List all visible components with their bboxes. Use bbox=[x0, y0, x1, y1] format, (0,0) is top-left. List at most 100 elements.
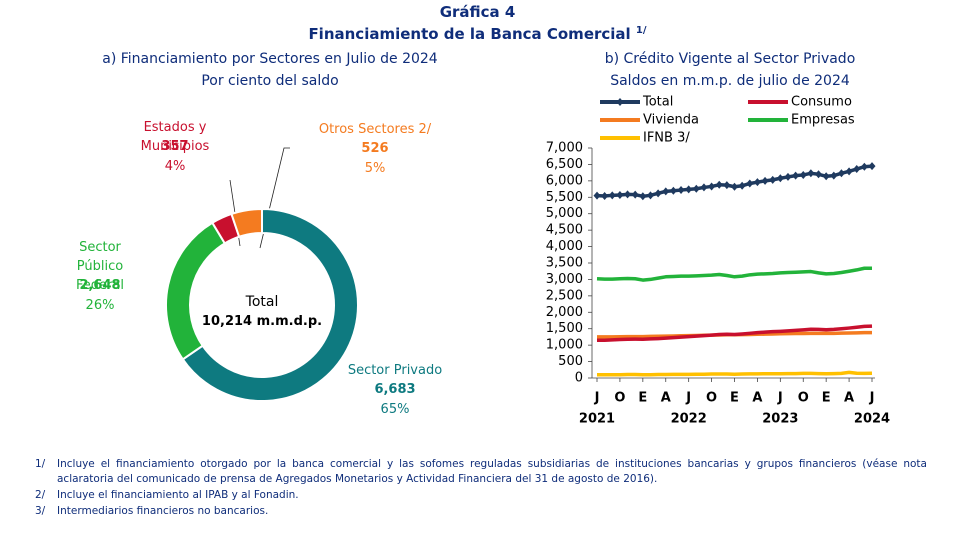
x-tick-label: A bbox=[661, 391, 671, 406]
point-marker bbox=[593, 191, 601, 200]
point-marker bbox=[669, 186, 677, 195]
x-tick-label: E bbox=[822, 391, 831, 406]
x-tick-label: E bbox=[730, 391, 739, 406]
legend-label: Consumo bbox=[791, 95, 852, 110]
y-tick-label: 500 bbox=[558, 354, 583, 369]
series-line bbox=[597, 370, 873, 377]
point-marker bbox=[639, 192, 647, 201]
series-line bbox=[596, 164, 873, 199]
year-label: 2022 bbox=[671, 412, 707, 427]
footnote-mark: 2/ bbox=[35, 489, 46, 501]
point-marker bbox=[860, 162, 868, 171]
slice-share: 65% bbox=[380, 402, 410, 417]
slice-value: 2,648 bbox=[79, 278, 121, 293]
point-marker bbox=[631, 190, 639, 199]
subtitle-text: Financiamiento de la Banca Comercial bbox=[308, 25, 631, 43]
point-marker bbox=[601, 191, 609, 200]
legend-label: IFNB 3/ bbox=[643, 131, 690, 146]
point-marker bbox=[662, 187, 670, 196]
footnote-mark: 3/ bbox=[35, 505, 46, 517]
point-marker bbox=[700, 183, 708, 192]
year-label: 2023 bbox=[762, 412, 798, 427]
x-tick-label: J bbox=[594, 391, 600, 406]
subtitle-note: 1/ bbox=[635, 25, 647, 36]
y-tick-label: 3,000 bbox=[546, 272, 583, 287]
y-tick-label: 2,500 bbox=[546, 288, 583, 303]
y-tick-label: 3,500 bbox=[546, 256, 583, 271]
point-marker bbox=[761, 176, 769, 185]
series-line bbox=[596, 266, 872, 282]
y-tick-label: 7,000 bbox=[546, 141, 583, 156]
point-marker bbox=[685, 185, 693, 194]
y-tick-label: 4,000 bbox=[546, 239, 583, 254]
slice-label: Sector Público Federal bbox=[76, 240, 124, 293]
y-tick-label: 5,000 bbox=[546, 206, 583, 221]
donut-slice bbox=[181, 207, 359, 402]
y-tick-label: 6,500 bbox=[546, 157, 583, 172]
y-tick-label: 0 bbox=[575, 371, 583, 386]
pie-subtitle: Por ciento del saldo bbox=[201, 73, 339, 89]
point-marker bbox=[845, 167, 853, 176]
y-tick-label: 1,000 bbox=[546, 338, 583, 353]
x-tick-label: J bbox=[777, 391, 783, 406]
legend-label: Vivienda bbox=[643, 113, 699, 128]
page-subtitle: Financiamiento de la Banca Comercial 1/ bbox=[0, 25, 955, 43]
point-marker bbox=[708, 182, 716, 191]
point-marker bbox=[608, 191, 616, 200]
slice-label: Otros Sectores 2/ bbox=[318, 122, 432, 137]
y-tick-label: 1,500 bbox=[546, 321, 583, 336]
footnote-text: Intermediarios financieros no bancarios. bbox=[57, 505, 269, 517]
x-tick-label: E bbox=[638, 391, 647, 406]
pie-title: a) Financiamiento por Sectores en Julio … bbox=[102, 51, 438, 67]
series-line bbox=[597, 324, 873, 342]
slice-label: Sector Privado bbox=[347, 363, 443, 378]
center-label: Total bbox=[245, 294, 279, 310]
point-marker bbox=[815, 170, 823, 179]
donut-slice bbox=[230, 207, 263, 239]
year-label: 2024 bbox=[854, 412, 890, 427]
point-marker bbox=[692, 184, 700, 193]
slice-share: 4% bbox=[164, 159, 186, 174]
point-marker bbox=[753, 178, 761, 187]
year-label: 2021 bbox=[579, 412, 615, 427]
point-marker bbox=[738, 181, 746, 190]
point-marker bbox=[799, 170, 807, 179]
footnote: 2/Incluye el financiamiento al IPAB y al… bbox=[35, 488, 935, 520]
page-title: Gráfica 4 bbox=[439, 3, 516, 21]
footnote-text: Incluye el financiamiento otorgado por l… bbox=[57, 458, 927, 485]
point-marker bbox=[746, 179, 754, 188]
point-marker bbox=[769, 175, 777, 184]
point-marker bbox=[837, 169, 845, 178]
slice-share: 5% bbox=[364, 161, 386, 176]
point-marker bbox=[723, 181, 731, 190]
point-marker bbox=[654, 189, 662, 198]
y-tick-label: 5,500 bbox=[546, 190, 583, 205]
point-marker bbox=[868, 162, 876, 171]
slice-share: 26% bbox=[85, 298, 115, 313]
point-marker bbox=[784, 172, 792, 181]
y-tick-label: 2,000 bbox=[546, 305, 583, 320]
y-tick-label: 6,000 bbox=[546, 173, 583, 188]
slice-label: Estados y Municipios bbox=[140, 120, 210, 154]
footnote: 1/Incluye el financiamiento otorgado por… bbox=[35, 457, 935, 489]
x-tick-label: O bbox=[706, 391, 717, 406]
x-tick-label: O bbox=[798, 391, 809, 406]
center-total: 10,214 m.m.d.p. bbox=[201, 314, 323, 329]
point-marker bbox=[792, 171, 800, 180]
point-marker bbox=[853, 165, 861, 174]
slice-value: 526 bbox=[361, 141, 389, 156]
point-marker bbox=[822, 172, 830, 181]
x-tick-label: A bbox=[844, 391, 854, 406]
point-marker bbox=[830, 171, 838, 180]
point-marker bbox=[731, 182, 738, 191]
footnote-mark: 1/ bbox=[35, 458, 46, 470]
line-subtitle: Saldos en m.m.p. de julio de 2024 bbox=[610, 73, 850, 89]
point-marker bbox=[715, 180, 723, 189]
x-tick-label: O bbox=[614, 391, 625, 406]
legend-marker bbox=[616, 98, 624, 106]
point-marker bbox=[776, 174, 784, 183]
legend-label: Total bbox=[642, 95, 673, 110]
point-marker bbox=[677, 186, 685, 195]
